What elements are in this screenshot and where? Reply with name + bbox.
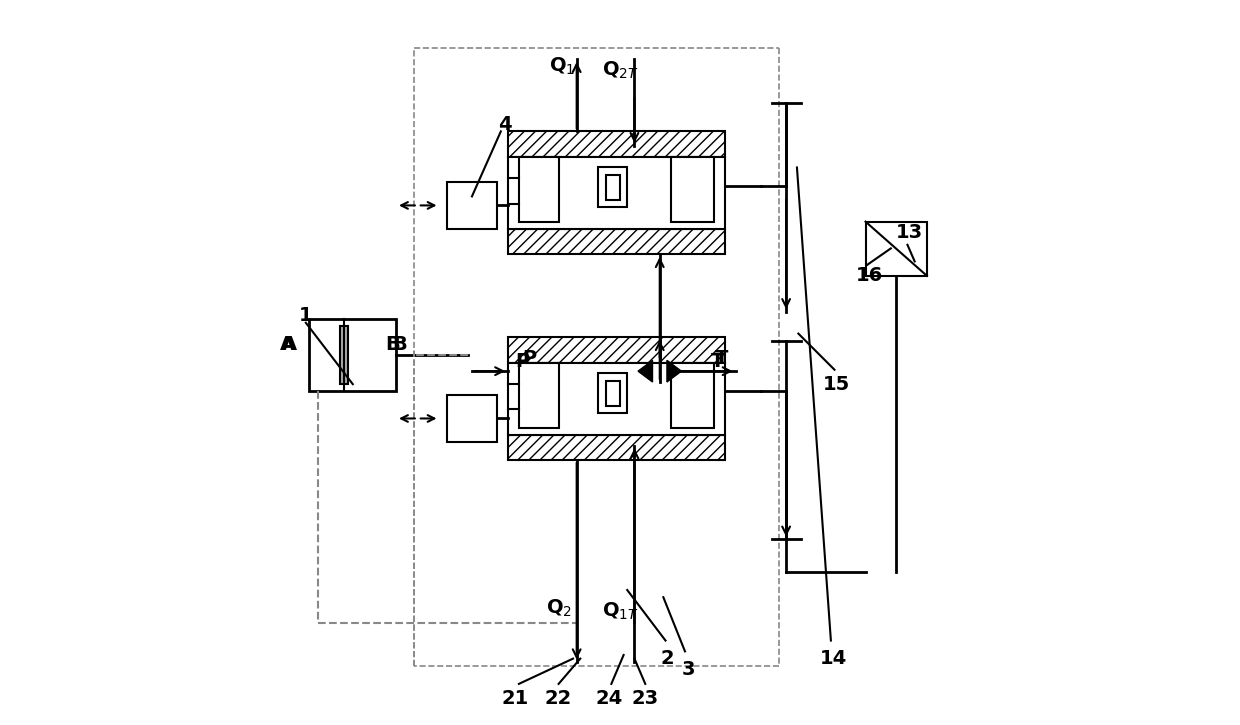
Text: 16: 16 [856, 266, 883, 286]
Bar [508, 337, 724, 362]
Text: T: T [714, 349, 728, 368]
Text: 2: 2 [660, 649, 673, 668]
Text: B: B [386, 335, 399, 354]
Bar [671, 157, 714, 222]
Text: 15: 15 [823, 375, 851, 394]
Bar [599, 167, 627, 207]
Bar [446, 182, 497, 229]
Text: 22: 22 [546, 689, 572, 708]
Text: Q$_2$: Q$_2$ [546, 597, 572, 618]
Text: 23: 23 [631, 689, 658, 708]
Bar [605, 381, 620, 406]
Text: T: T [711, 352, 724, 370]
Bar [340, 326, 348, 384]
Text: 13: 13 [895, 223, 923, 242]
Text: 14: 14 [820, 649, 847, 668]
Text: A: A [280, 335, 295, 354]
Bar [518, 362, 558, 428]
Bar [599, 373, 627, 413]
Bar [866, 222, 928, 276]
Text: Q$_{1T}$: Q$_{1T}$ [601, 601, 639, 622]
Polygon shape [639, 360, 652, 382]
Bar [446, 395, 497, 442]
Polygon shape [667, 360, 682, 382]
Bar [518, 157, 558, 222]
Bar [508, 229, 724, 254]
Bar [605, 175, 620, 200]
Bar [508, 435, 724, 460]
Text: 1: 1 [299, 306, 312, 325]
Text: 4: 4 [497, 115, 511, 133]
Bar [508, 131, 724, 157]
Text: 24: 24 [595, 689, 622, 708]
Text: A: A [281, 335, 296, 354]
Bar [671, 362, 714, 428]
Text: 3: 3 [682, 660, 696, 679]
Text: 21: 21 [502, 689, 529, 708]
Text: Q$_1$: Q$_1$ [549, 56, 575, 77]
Text: B: B [392, 335, 407, 354]
Text: P: P [522, 349, 537, 368]
Bar [508, 362, 724, 435]
Text: P: P [516, 352, 529, 370]
Bar [508, 157, 724, 229]
Text: Q$_{2T}$: Q$_{2T}$ [601, 59, 639, 80]
Bar [310, 319, 396, 392]
